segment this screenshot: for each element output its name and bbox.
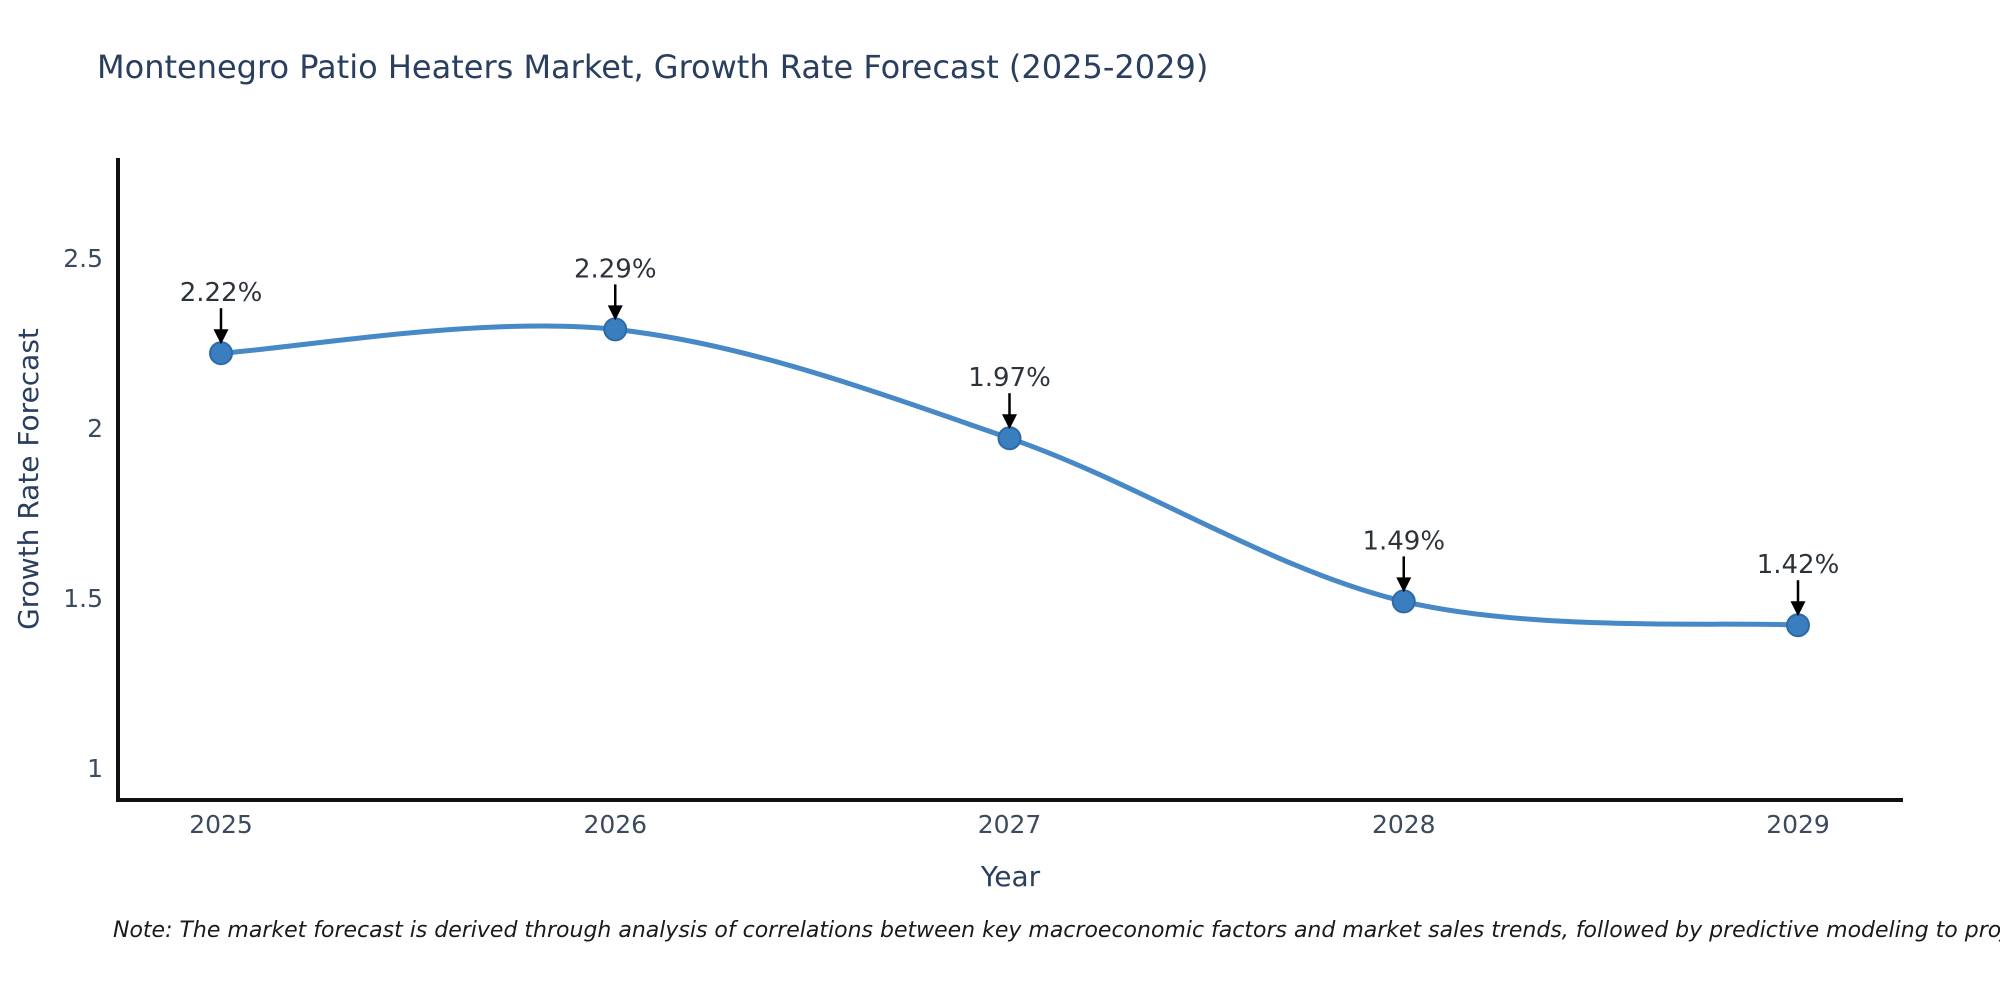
x-axis-title: Year xyxy=(980,860,1041,893)
annotation-arrowhead-icon xyxy=(1790,601,1806,617)
data-point-2025[interactable] xyxy=(209,341,233,366)
y-tick-label: 1.5 xyxy=(63,584,103,613)
y-axis-title: Growth Rate Forecast xyxy=(12,328,45,630)
y-tick-label: 2.5 xyxy=(63,244,103,273)
point-label-2025: 2.22% xyxy=(180,278,263,308)
x-tick-label: 2028 xyxy=(1372,810,1436,839)
annotation-arrowhead-icon xyxy=(213,329,229,345)
footnote: Note: The market forecast is derived thr… xyxy=(113,918,2000,943)
x-tick-label: 2026 xyxy=(583,810,647,839)
x-tick-label: 2027 xyxy=(978,810,1042,839)
point-label-2028: 1.49% xyxy=(1362,526,1445,556)
chart-title: Montenegro Patio Heaters Market, Growth … xyxy=(97,48,1209,86)
data-point-2029[interactable] xyxy=(1786,613,1810,638)
point-label-2027: 1.97% xyxy=(968,363,1051,393)
point-label-2029: 1.42% xyxy=(1757,550,1840,580)
annotation-arrowhead-icon xyxy=(607,305,623,321)
data-point-2027[interactable] xyxy=(997,426,1022,451)
x-tick-label: 2029 xyxy=(1766,810,1830,839)
y-tick-label: 2 xyxy=(87,414,103,443)
x-tick-label: 2025 xyxy=(189,810,253,839)
y-tick-label: 1 xyxy=(87,754,103,783)
annotation-arrowhead-icon xyxy=(1396,577,1412,593)
annotation-arrowhead-icon xyxy=(1002,414,1017,430)
data-point-2026[interactable] xyxy=(603,317,628,342)
data-point-2028[interactable] xyxy=(1391,589,1416,614)
point-label-2026: 2.29% xyxy=(574,254,657,284)
